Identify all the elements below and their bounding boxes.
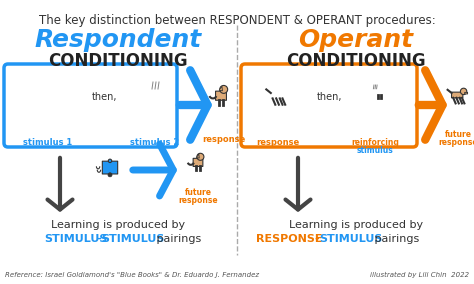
Text: stimulus 2: stimulus 2 [130, 138, 180, 147]
FancyBboxPatch shape [465, 92, 468, 94]
Polygon shape [196, 154, 199, 158]
Text: Reference: Israel Goldiamond's "Blue Books" & Dr. Eduardo J. Fernandez: Reference: Israel Goldiamond's "Blue Boo… [5, 272, 259, 278]
Text: response: response [438, 138, 474, 147]
Text: -: - [314, 234, 319, 244]
Wedge shape [369, 90, 381, 95]
Wedge shape [371, 90, 379, 94]
Circle shape [281, 87, 288, 95]
Circle shape [108, 159, 112, 162]
Text: Operant: Operant [299, 28, 413, 52]
Circle shape [46, 104, 50, 108]
Circle shape [460, 88, 467, 95]
Text: CONDITIONING: CONDITIONING [286, 52, 426, 70]
Text: STIMULUS: STIMULUS [101, 234, 164, 244]
Circle shape [197, 153, 204, 160]
Text: RESPONSE: RESPONSE [256, 234, 322, 244]
Text: illustrated by Lili Chin  2022: illustrated by Lili Chin 2022 [370, 272, 469, 278]
Text: stimulus: stimulus [356, 146, 393, 155]
Text: Learning is produced by: Learning is produced by [289, 220, 423, 230]
Text: pairings: pairings [371, 234, 419, 244]
Text: CONDITIONING: CONDITIONING [48, 52, 188, 70]
FancyBboxPatch shape [4, 64, 177, 147]
FancyBboxPatch shape [376, 89, 383, 95]
FancyBboxPatch shape [39, 90, 57, 105]
Wedge shape [144, 91, 166, 102]
Circle shape [220, 85, 228, 93]
Text: -: - [96, 234, 100, 244]
Text: then,: then, [92, 92, 118, 102]
Text: Learning is produced by: Learning is produced by [51, 220, 185, 230]
Circle shape [379, 85, 384, 90]
Wedge shape [147, 91, 163, 99]
FancyBboxPatch shape [216, 91, 227, 100]
Text: STIMULUS: STIMULUS [319, 234, 383, 244]
Text: STIMULUS: STIMULUS [44, 234, 108, 244]
Polygon shape [378, 85, 381, 89]
FancyBboxPatch shape [271, 92, 283, 99]
Text: reinforcing: reinforcing [351, 138, 399, 147]
Circle shape [46, 87, 50, 92]
Text: Respondent: Respondent [35, 28, 201, 52]
Text: stimulus 1: stimulus 1 [23, 138, 73, 147]
Text: pairings: pairings [153, 234, 201, 244]
Text: response: response [256, 138, 300, 147]
FancyBboxPatch shape [452, 92, 463, 98]
Text: response: response [178, 196, 218, 205]
Circle shape [108, 173, 112, 177]
Polygon shape [219, 86, 222, 91]
FancyBboxPatch shape [102, 161, 118, 174]
Text: response: response [202, 135, 246, 144]
FancyBboxPatch shape [285, 92, 289, 94]
Text: then,: then, [317, 92, 343, 102]
FancyBboxPatch shape [193, 158, 203, 166]
Text: future: future [445, 130, 472, 139]
Text: The key distinction between RESPONDENT & OPERANT procedures:: The key distinction between RESPONDENT &… [38, 14, 436, 27]
Text: future: future [184, 188, 211, 197]
FancyBboxPatch shape [241, 64, 417, 147]
